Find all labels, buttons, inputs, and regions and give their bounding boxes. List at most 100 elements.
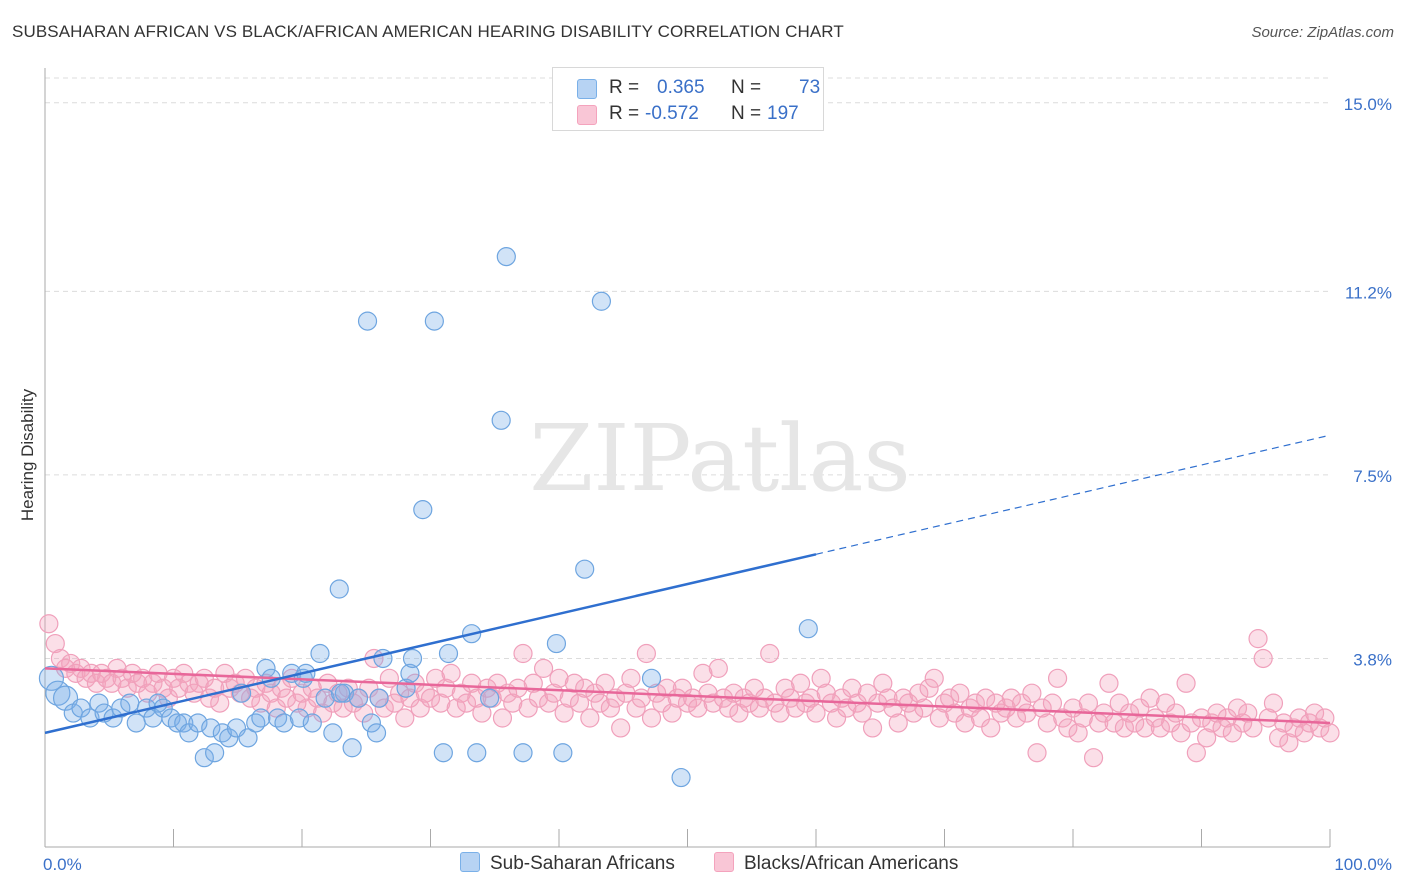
data-point-subsaharan [212, 723, 232, 743]
data-point-subsaharan [491, 410, 511, 430]
trendline-subsaharan [44, 553, 817, 735]
legend-swatch-pink [714, 852, 734, 872]
data-point-black [898, 693, 919, 713]
data-point-black [1279, 733, 1299, 753]
data-point-subsaharan [329, 579, 349, 599]
data-point-black [1078, 693, 1099, 713]
data-point-subsaharan [553, 743, 573, 763]
data-point-black [426, 668, 446, 688]
data-point-black [950, 683, 970, 703]
data-point-black [770, 703, 790, 723]
legend-r-value: -0.572 [645, 103, 699, 124]
data-point-black [533, 658, 554, 678]
legend-swatch-blue [460, 852, 480, 872]
legend-n-value: 197 [767, 103, 799, 124]
data-point-subsaharan [267, 708, 288, 728]
data-point-black [431, 693, 451, 713]
data-point-black [729, 703, 749, 723]
data-point-black [1114, 718, 1135, 738]
chart-title: SUBSAHARAN AFRICAN VS BLACK/AFRICAN AMER… [12, 22, 844, 41]
data-point-black [261, 683, 281, 703]
data-point-black [50, 648, 71, 669]
data-point-black [693, 663, 713, 683]
data-point-black [657, 678, 677, 698]
data-point-black [1222, 723, 1242, 743]
data-point-black [600, 698, 621, 718]
legend-r-label: R = [609, 77, 640, 98]
x-tick-label: 100.0% [1334, 855, 1392, 874]
data-point-black [981, 718, 1001, 738]
data-point-black [672, 678, 692, 698]
data-point-black [1274, 713, 1294, 733]
data-point-black [472, 703, 492, 723]
trendline-subsaharan-extension [815, 434, 1331, 555]
watermark: ZIPatlas [529, 405, 910, 512]
data-point-black [1268, 728, 1289, 748]
data-point-black [744, 678, 764, 698]
data-point-black [1037, 713, 1057, 733]
data-point-black [719, 698, 739, 718]
data-point-black [919, 678, 939, 698]
data-point-subsaharan [310, 643, 330, 664]
data-point-black [1161, 713, 1181, 733]
data-point-subsaharan [330, 683, 351, 703]
data-point-subsaharan [188, 713, 208, 733]
data-point-black [1166, 703, 1186, 723]
data-point-black [1243, 718, 1263, 738]
data-point-black [611, 718, 631, 738]
data-point-black [539, 693, 559, 713]
data-point-black [1099, 673, 1119, 693]
data-point-subsaharan [575, 559, 595, 579]
data-point-black [153, 678, 173, 698]
data-point-black [569, 693, 590, 713]
data-point-black [667, 688, 687, 708]
data-point-black [621, 668, 641, 688]
data-point-black [641, 708, 662, 728]
series-legend-subsaharan: Sub-Saharan Africans [460, 852, 675, 875]
data-point-subsaharan [369, 688, 389, 708]
data-point-black [1320, 723, 1340, 743]
data-point-black [626, 698, 646, 718]
data-point-black [1171, 723, 1191, 743]
data-point-black [39, 614, 59, 634]
data-point-black [1238, 703, 1258, 723]
y-axis-label: Hearing Disability [18, 388, 37, 522]
data-point-subsaharan [323, 723, 343, 743]
data-point-black [1109, 693, 1129, 713]
data-point-black [1155, 693, 1176, 713]
data-point-black [760, 643, 780, 664]
trendline-black [44, 667, 1331, 725]
data-point-black [703, 693, 723, 713]
data-point-black [554, 703, 574, 723]
data-point-subsaharan [302, 713, 322, 733]
data-point-subsaharan [201, 718, 221, 738]
y-tick-label: 3.8% [1353, 650, 1392, 669]
data-point-black [955, 713, 975, 733]
data-point-subsaharan [251, 708, 271, 728]
data-point-subsaharan [424, 311, 444, 331]
data-point-black [549, 668, 569, 688]
data-point-black [888, 713, 908, 733]
data-point-subsaharan [366, 723, 387, 743]
data-point-black [451, 683, 471, 703]
data-point-black [1294, 723, 1314, 743]
data-point-black [297, 698, 317, 718]
data-point-black [590, 693, 610, 713]
data-point-black [446, 698, 466, 718]
data-point-black [169, 678, 189, 698]
data-point-black [1047, 668, 1068, 688]
data-point-black [1017, 703, 1037, 723]
data-point-subsaharan [480, 688, 500, 708]
data-point-black [312, 703, 333, 723]
data-point-subsaharan [174, 713, 194, 733]
data-point-black [45, 633, 65, 654]
data-point-black [1053, 708, 1073, 728]
data-point-black [318, 673, 338, 693]
data-point-subsaharan [357, 311, 378, 331]
data-point-subsaharan [513, 743, 533, 763]
data-point-subsaharan [194, 748, 214, 768]
data-point-black [708, 658, 728, 678]
data-point-black [1011, 693, 1032, 713]
data-point-black [1227, 698, 1248, 718]
data-point-black [806, 703, 826, 723]
